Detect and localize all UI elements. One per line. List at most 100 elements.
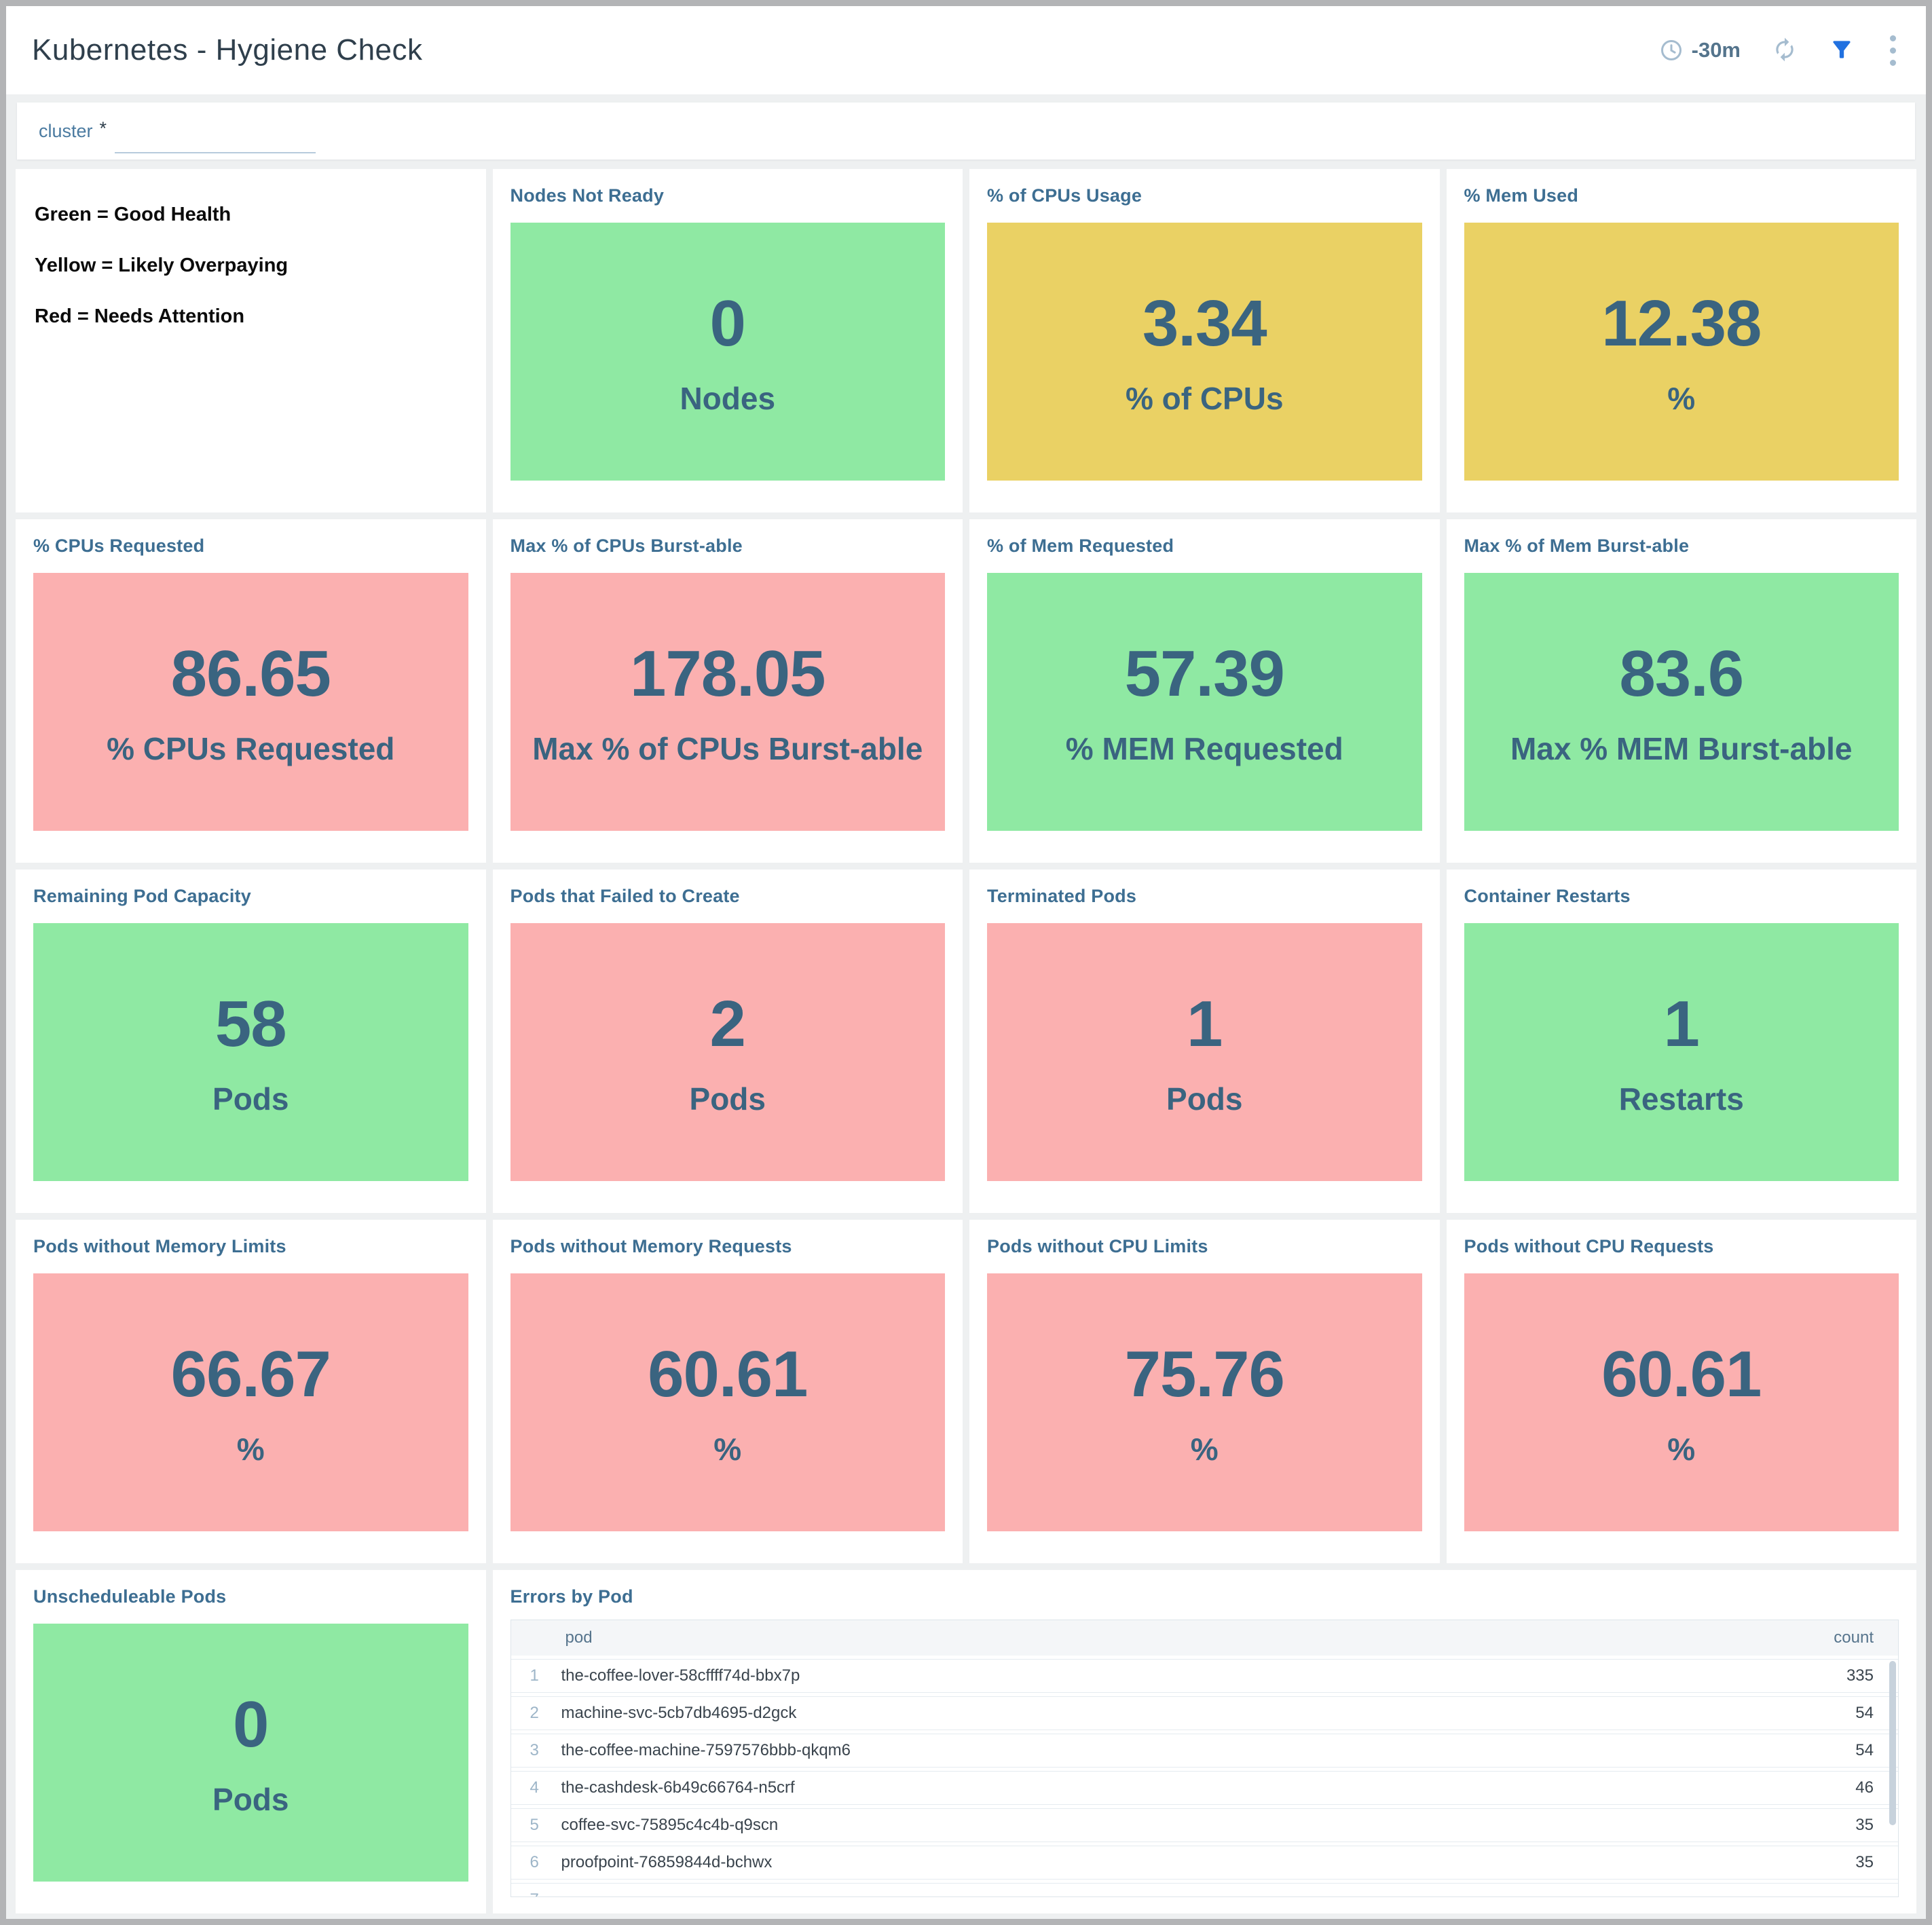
time-range-control[interactable]: -30m (1659, 38, 1741, 62)
panel-value-label: % (1667, 381, 1696, 416)
panel-legend: Green = Good Health Yellow = Likely Over… (16, 169, 486, 512)
panel-value-label: % of CPUs (1125, 381, 1284, 416)
refresh-icon (1772, 37, 1798, 64)
status-value-box: 83.6 Max % MEM Burst-able (1464, 573, 1899, 831)
panel-title: Errors by Pod (510, 1586, 633, 1607)
panel-terminated-pods[interactable]: Terminated Pods 1 Pods (969, 870, 1440, 1213)
panel-pods-wo-cpu-requests[interactable]: Pods without CPU Requests 60.61% (1446, 1220, 1916, 1563)
panel-value-label: % (1190, 1432, 1219, 1467)
panel-unscheduleable-pods[interactable]: Unscheduleable Pods 0 Pods (16, 1570, 486, 1913)
table-row[interactable]: 2 machine-svc-5cb7db4695-d2gck 54 (510, 1696, 1898, 1730)
panel-value: 58 (215, 988, 287, 1060)
table-row[interactable]: 3 the-coffee-machine-7597576bbb-qkqm6 54 (510, 1734, 1898, 1768)
refresh-button[interactable] (1772, 37, 1798, 64)
row-rank: 4 (530, 1778, 539, 1797)
panel-value: 83.6 (1619, 637, 1744, 710)
panel-remaining-pod-capacity[interactable]: Remaining Pod Capacity 58 Pods (16, 870, 486, 1213)
status-value-box: 57.39 % MEM Requested (987, 573, 1422, 831)
panel-value: 1 (1663, 988, 1700, 1060)
panel-title: Unscheduleable Pods (33, 1586, 227, 1607)
panel-value: 1 (1187, 988, 1223, 1060)
kebab-dot (1890, 35, 1896, 41)
status-value-box: 3.34 % of CPUs (987, 223, 1422, 481)
status-value-box: 0 Pods (33, 1624, 468, 1882)
panel-container-restarts[interactable]: Container Restarts 1 Restarts (1446, 870, 1916, 1213)
panel-title: Pods that Failed to Create (510, 886, 740, 906)
status-value-box: 178.05 Max % of CPUs Burst-able (510, 573, 945, 831)
legend-line-yellow: Yellow = Likely Overpaying (35, 255, 289, 276)
panel-pods-wo-memory-requests[interactable]: Pods without Memory Requests 60.61% (492, 1220, 963, 1563)
panel-value-label: Pods (1166, 1081, 1243, 1117)
row-rank: 2 (530, 1704, 539, 1722)
panel-value: 60.61 (1601, 1338, 1762, 1410)
panel-title: Terminated Pods (987, 886, 1137, 906)
panel-value: 178.05 (629, 637, 826, 710)
panel-cpus-usage[interactable]: % of CPUs Usage 3.34 % of CPUs (969, 169, 1440, 512)
filter-button[interactable] (1829, 37, 1855, 64)
panel-mem-used[interactable]: % Mem Used 12.38% (1446, 169, 1916, 512)
panel-title: Remaining Pod Capacity (33, 886, 251, 906)
column-header-pod: pod (565, 1628, 593, 1647)
panel-pods-wo-memory-limits[interactable]: Pods without Memory Limits 66.67% (16, 1220, 486, 1563)
row-count: 54 (1855, 1704, 1874, 1722)
panel-value-label: % (1667, 1432, 1696, 1467)
time-range-label: -30m (1691, 38, 1741, 62)
panel-value: 0 (709, 287, 746, 360)
row-pod-name: the-coffee-machine-7597576bbb-qkqm6 (561, 1741, 851, 1759)
panel-title: Max % of CPUs Burst-able (510, 536, 743, 556)
more-menu-button[interactable] (1886, 33, 1900, 69)
panel-errors-by-pod[interactable]: Errors by Pod pod count 1 the-coffee-love… (492, 1570, 1916, 1913)
panel-value: 86.65 (170, 637, 331, 710)
panel-cpus-requested[interactable]: % CPUs Requested 86.65 % CPUs Requested (16, 519, 486, 863)
row-pod-name: coffee-svc-75895c4c4b-q9scn (561, 1816, 779, 1834)
panel-value-label: Pods (212, 1782, 289, 1817)
panel-max-cpus-burstable[interactable]: Max % of CPUs Burst-able 178.05 Max % of C… (492, 519, 963, 863)
panel-value: 12.38 (1601, 287, 1762, 360)
panel-max-mem-burstable[interactable]: Max % of Mem Burst-able 83.6 Max % MEM Bur… (1446, 519, 1916, 863)
panel-title: % CPUs Requested (33, 536, 205, 556)
panel-value: 57.39 (1124, 637, 1285, 710)
panel-title: Pods without Memory Requests (510, 1236, 792, 1256)
status-value-box: 2 Pods (510, 923, 945, 1181)
panel-title: Pods without CPU Limits (987, 1236, 1208, 1256)
panel-value: 3.34 (1142, 287, 1267, 360)
panel-title: Max % of Mem Burst-able (1464, 536, 1690, 556)
table-row[interactable]: 6 proofpoint-76859844d-bchwx 35 (510, 1846, 1898, 1880)
status-value-box: 1 Pods (987, 923, 1422, 1181)
legend-line-green: Green = Good Health (35, 204, 231, 225)
errors-table-header: pod count (510, 1620, 1898, 1656)
panel-nodes-not-ready[interactable]: Nodes Not Ready 0 Nodes (492, 169, 963, 512)
panel-value: 2 (709, 988, 746, 1060)
errors-table: pod count 1 the-coffee-lover-58cffff74d-b… (510, 1620, 1899, 1897)
status-value-box: 60.61% (1464, 1273, 1899, 1531)
filter-bar: cluster * (17, 102, 1915, 160)
panel-value-label: Nodes (680, 381, 776, 416)
panel-value-label: % (713, 1432, 742, 1467)
row-count: 46 (1855, 1778, 1874, 1797)
panel-title: Nodes Not Ready (510, 185, 665, 206)
table-scrollbar-thumb[interactable] (1889, 1661, 1896, 1825)
table-row[interactable]: 7 (510, 1883, 1898, 1896)
table-row[interactable]: 1 the-coffee-lover-58cffff74d-bbx7p 335 (510, 1659, 1898, 1693)
cluster-filter-label: cluster (39, 120, 93, 141)
status-value-box: 75.76% (987, 1273, 1422, 1531)
status-value-box: 0 Nodes (510, 223, 945, 481)
topbar-actions: -30m (1659, 33, 1900, 69)
status-value-box: 58 Pods (33, 923, 468, 1181)
panel-value: 0 (233, 1688, 269, 1761)
status-value-box: 1 Restarts (1464, 923, 1899, 1181)
panel-value-label: % MEM Requested (1065, 731, 1343, 766)
panel-pods-wo-cpu-limits[interactable]: Pods without CPU Limits 75.76% (969, 1220, 1440, 1563)
cluster-filter-input[interactable] (115, 126, 316, 153)
required-asterisk: * (99, 117, 107, 138)
panel-title: Container Restarts (1464, 886, 1631, 906)
panel-title: % Mem Used (1464, 185, 1579, 206)
page-title: Kubernetes - Hygiene Check (32, 33, 423, 67)
panel-mem-requested[interactable]: % of Mem Requested 57.39 % MEM Requested (969, 519, 1440, 863)
panel-pods-failed-to-create[interactable]: Pods that Failed to Create 2 Pods (492, 870, 963, 1213)
table-row[interactable]: 4 the-cashdesk-6b49c66764-n5crf 46 (510, 1771, 1898, 1805)
table-row[interactable]: 5 coffee-svc-75895c4c4b-q9scn 35 (510, 1808, 1898, 1842)
panel-title: % of CPUs Usage (987, 185, 1143, 206)
panel-value: 75.76 (1124, 1338, 1285, 1410)
